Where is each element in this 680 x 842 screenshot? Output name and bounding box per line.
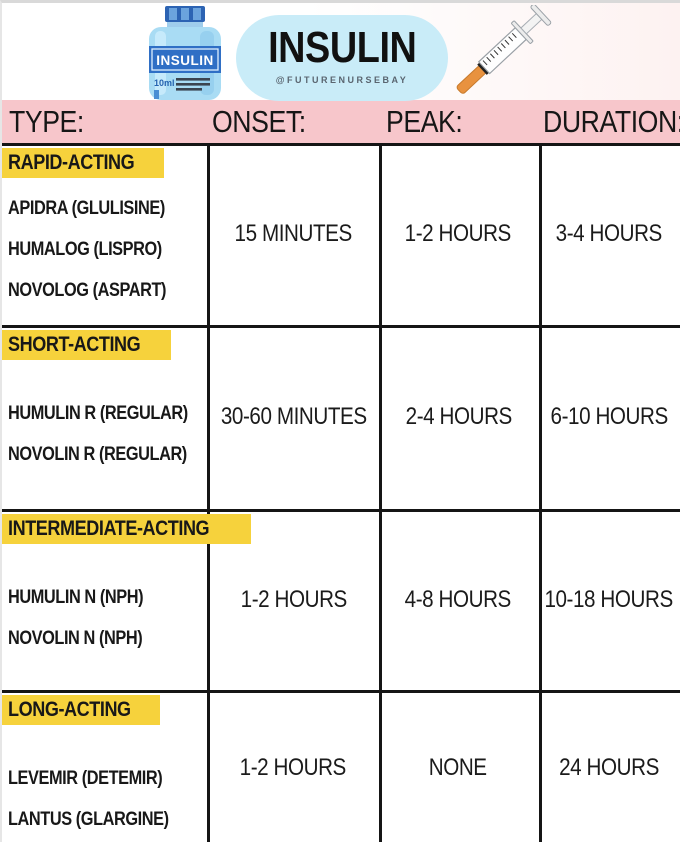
grid-line-vertical [379,143,382,842]
table-row-short-acting: SHORT-ACTING HUMULIN R (REGULAR) NOVOLIN… [2,325,680,509]
grid-line-vertical [207,143,210,842]
author-handle: @FUTURENURSEBAY [275,75,409,85]
duration-value: 3-4 HOURS [555,220,663,247]
drug-name: HUMALOG (LISPRO) [8,239,162,260]
vial-volume-text: 10ml [154,78,175,88]
drug-list: APIDRA (GLULISINE) HUMALOG (LISPRO) NOVO… [2,188,207,311]
drug-name: APIDRA (GLULISINE) [8,198,165,219]
type-cell: LONG-ACTING LEVEMIR (DETEMIR) LANTUS (GL… [2,690,207,842]
insulin-vial-graphic: INSULIN 10ml [149,6,221,100]
duration-cell: 24 HOURS [537,690,680,842]
drug-list: HUMULIN N (NPH) NOVOLIN N (NPH) [2,577,208,659]
page-title: INSULIN [267,23,417,72]
onset-value: 30-60 MINUTES [220,403,367,430]
type-cell: INTERMEDIATE-ACTING HUMULIN N (NPH) NOVO… [2,509,251,690]
drug-name: NOVOLIN N (NPH) [8,628,143,649]
insulin-vial-icon: INSULIN 10ml [140,6,230,100]
table-row-long-acting: LONG-ACTING LEVEMIR (DETEMIR) LANTUS (GL… [2,690,680,842]
grid-line-horizontal [2,325,680,328]
category-label: SHORT-ACTING [8,333,141,356]
syringe-icon [450,3,552,99]
duration-value: 6-10 HOURS [550,403,668,430]
table-row-rapid-acting: RAPID-ACTING APIDRA (GLULISINE) HUMALOG … [2,143,680,325]
onset-value: 1-2 HOURS [240,753,347,781]
category-label: RAPID-ACTING [8,151,135,174]
category-label: INTERMEDIATE-ACTING [8,517,210,540]
grid-line-horizontal [2,509,680,512]
onset-cell: 30-60 MINUTES [208,325,379,509]
onset-cell: 1-2 HOURS [208,509,379,690]
column-header-type: TYPE: [9,104,84,139]
drug-name: HUMULIN R (REGULAR) [8,403,188,424]
duration-cell: 3-4 HOURS [537,143,680,325]
category-label: LONG-ACTING [8,698,131,721]
drug-name: HUMULIN N (NPH) [8,587,144,608]
column-header-onset: ONSET: [212,104,306,139]
table-row-intermediate-acting: INTERMEDIATE-ACTING HUMULIN N (NPH) NOVO… [2,509,680,690]
grid-line-vertical [539,143,542,842]
type-cell: RAPID-ACTING APIDRA (GLULISINE) HUMALOG … [2,143,207,325]
drug-list: HUMULIN R (REGULAR) NOVOLIN R (REGULAR) [2,393,208,475]
syringe-graphic [456,3,552,94]
peak-cell: NONE [379,690,538,842]
type-cell: SHORT-ACTING HUMULIN R (REGULAR) NOVOLIN… [2,325,208,509]
grid-line-horizontal [2,143,680,146]
onset-cell: 1-2 HOURS [207,690,379,842]
peak-cell: 1-2 HOURS [379,143,538,325]
peak-cell: 2-4 HOURS [379,325,537,509]
duration-cell: 6-10 HOURS [538,325,680,509]
peak-value: 1-2 HOURS [405,220,512,247]
column-header-peak: PEAK: [386,104,463,139]
drug-name: LANTUS (GLARGINE) [8,809,169,830]
column-header-duration: DURATION: [543,104,680,139]
duration-cell: 10-18 HOURS [537,509,680,690]
drug-name: NOVOLOG (ASPART) [8,280,167,301]
peak-cell: 4-8 HOURS [379,509,537,690]
drug-name: NOVOLIN R (REGULAR) [8,444,187,465]
peak-value: 2-4 HOURS [405,403,512,430]
title-banner: INSULIN @FUTURENURSEBAY [236,15,448,101]
grid-line-horizontal [2,690,680,693]
drug-list: LEVEMIR (DETEMIR) LANTUS (GLARGINE) [2,758,207,840]
top-banner: INSULIN 10ml INSULIN @FUTURENURSEBAY [2,3,680,101]
duration-value: 24 HOURS [558,753,659,781]
drug-name: LEVEMIR (DETEMIR) [8,768,163,789]
vial-label-text: INSULIN [156,53,214,68]
onset-value: 15 MINUTES [234,220,352,247]
peak-value: 4-8 HOURS [404,585,512,613]
duration-value: 10-18 HOURS [544,585,673,613]
onset-cell: 15 MINUTES [207,143,379,325]
onset-value: 1-2 HOURS [240,585,347,613]
peak-value: NONE [429,753,488,781]
table-header-row: TYPE: ONSET: PEAK: DURATION: [2,100,680,143]
